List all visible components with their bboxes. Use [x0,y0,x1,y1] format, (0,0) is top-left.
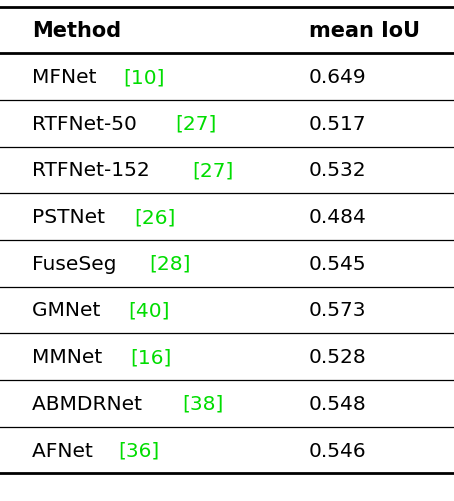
Text: FuseSeg: FuseSeg [32,255,123,273]
Text: 0.517: 0.517 [309,115,366,133]
Text: 0.573: 0.573 [309,301,366,320]
Text: 0.649: 0.649 [309,68,366,87]
Text: mean IoU: mean IoU [309,21,419,41]
Text: 0.528: 0.528 [309,348,366,366]
Text: MMNet: MMNet [32,348,109,366]
Text: [26]: [26] [134,208,176,226]
Text: 0.546: 0.546 [309,441,366,459]
Text: [40]: [40] [128,301,170,320]
Text: [28]: [28] [149,255,191,273]
Text: AFNet: AFNet [32,441,99,459]
Text: ABMDRNet: ABMDRNet [32,394,148,413]
Text: [38]: [38] [182,394,223,413]
Text: [27]: [27] [192,161,233,180]
Text: RTFNet-50: RTFNet-50 [32,115,143,133]
Text: Method: Method [32,21,121,41]
Text: 0.532: 0.532 [309,161,366,180]
Text: [16]: [16] [131,348,172,366]
Text: RTFNet-152: RTFNet-152 [32,161,156,180]
Text: 0.548: 0.548 [309,394,366,413]
Text: GMNet: GMNet [32,301,107,320]
Text: 0.545: 0.545 [309,255,366,273]
Text: [36]: [36] [118,441,160,459]
Text: [10]: [10] [123,68,165,87]
Text: PSTNet: PSTNet [32,208,111,226]
Text: MFNet: MFNet [32,68,103,87]
Text: 0.484: 0.484 [309,208,366,226]
Text: [27]: [27] [175,115,217,133]
